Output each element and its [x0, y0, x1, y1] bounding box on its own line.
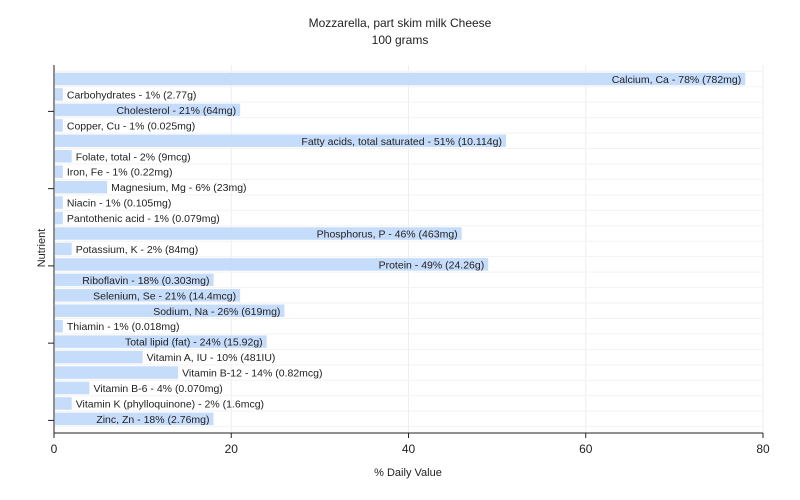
- bar-label-5: Folate, total - 2% (9mcg): [76, 151, 191, 163]
- bar-label-22: Zinc, Zn - 18% (2.76mg): [96, 414, 209, 426]
- bar-7: [55, 180, 108, 194]
- bar-label-21: Vitamin K (phylloquinone) - 2% (1.6mcg): [76, 398, 264, 410]
- bar-label-13: Riboflavin - 18% (0.303mg): [82, 275, 209, 287]
- bars: Calcium, Ca - 78% (782mg) Carbohydrates -…: [55, 72, 746, 426]
- bar-label-8: Niacin - 1% (0.105mg): [67, 198, 171, 210]
- bar-label-2: Cholesterol - 21% (64mg): [116, 105, 236, 117]
- bar-0: [55, 72, 746, 86]
- bar-20: [55, 381, 90, 395]
- bar-16: [55, 319, 63, 333]
- bar-1: [55, 88, 63, 101]
- x-tick-label-3: 60: [579, 442, 593, 456]
- bar-label-11: Potassium, K - 2% (84mg): [76, 244, 199, 256]
- bar-label-12: Protein - 49% (24.26g): [379, 259, 485, 271]
- bar-4: [55, 134, 506, 148]
- bar-19: [55, 366, 179, 379]
- bar-label-17: Total lipid (fat) - 24% (15.92g): [125, 337, 263, 349]
- bar-label-7: Magnesium, Mg - 6% (23mg): [111, 182, 246, 194]
- bar-21: [55, 397, 72, 410]
- chart-title: Mozzarella, part skim milk Cheese: [309, 16, 492, 30]
- bar-14: [55, 289, 241, 302]
- bar-label-14: Selenium, Se - 21% (14.4mcg): [93, 290, 236, 302]
- bar-label-15: Sodium, Na - 26% (619mg): [153, 306, 280, 318]
- x-tick-label-4: 80: [756, 442, 770, 456]
- bar-label-0: Calcium, Ca - 78% (782mg): [612, 74, 742, 86]
- x-tick-label-2: 40: [402, 442, 416, 456]
- bar-label-4: Fatty acids, total saturated - 51% (10.1…: [301, 136, 502, 148]
- bar-label-16: Thiamin - 1% (0.018mg): [67, 321, 180, 333]
- bar-8: [55, 196, 63, 209]
- bar-13: [55, 273, 214, 287]
- bar-12: [55, 258, 489, 271]
- bar-label-1: Carbohydrates - 1% (2.77g): [67, 89, 197, 101]
- bar-10: [55, 227, 462, 240]
- bar-3: [55, 119, 63, 132]
- axes: 0 20 40 60 80: [48, 65, 770, 456]
- x-tick-label-0: 0: [51, 442, 58, 456]
- bar-label-9: Pantothenic acid - 1% (0.079mg): [67, 213, 220, 225]
- grid-lines: [54, 65, 764, 433]
- bar-22: [55, 412, 214, 426]
- bar-2: [55, 103, 241, 117]
- x-tick-label-1: 20: [225, 442, 239, 456]
- bar-17: [55, 335, 267, 348]
- bar-label-10: Phosphorus, P - 46% (463mg): [317, 229, 458, 241]
- bar-11: [55, 242, 72, 256]
- y-axis-title: Nutrient: [36, 229, 48, 268]
- bar-9: [55, 211, 63, 225]
- bar-label-6: Iron, Fe - 1% (0.22mg): [67, 167, 173, 179]
- bar-label-18: Vitamin A, IU - 10% (481IU): [147, 352, 276, 364]
- bar-6: [55, 165, 63, 178]
- bar-15: [55, 304, 285, 317]
- bar-label-20: Vitamin B-6 - 4% (0.070mg): [93, 383, 222, 395]
- bar-18: [55, 350, 143, 364]
- bar-5: [55, 150, 72, 163]
- bar-label-19: Vitamin B-12 - 14% (0.82mcg): [182, 368, 322, 380]
- x-axis-title: % Daily Value: [374, 467, 442, 479]
- chart-subtitle: 100 grams: [372, 33, 429, 47]
- bar-label-3: Copper, Cu - 1% (0.025mg): [67, 120, 195, 132]
